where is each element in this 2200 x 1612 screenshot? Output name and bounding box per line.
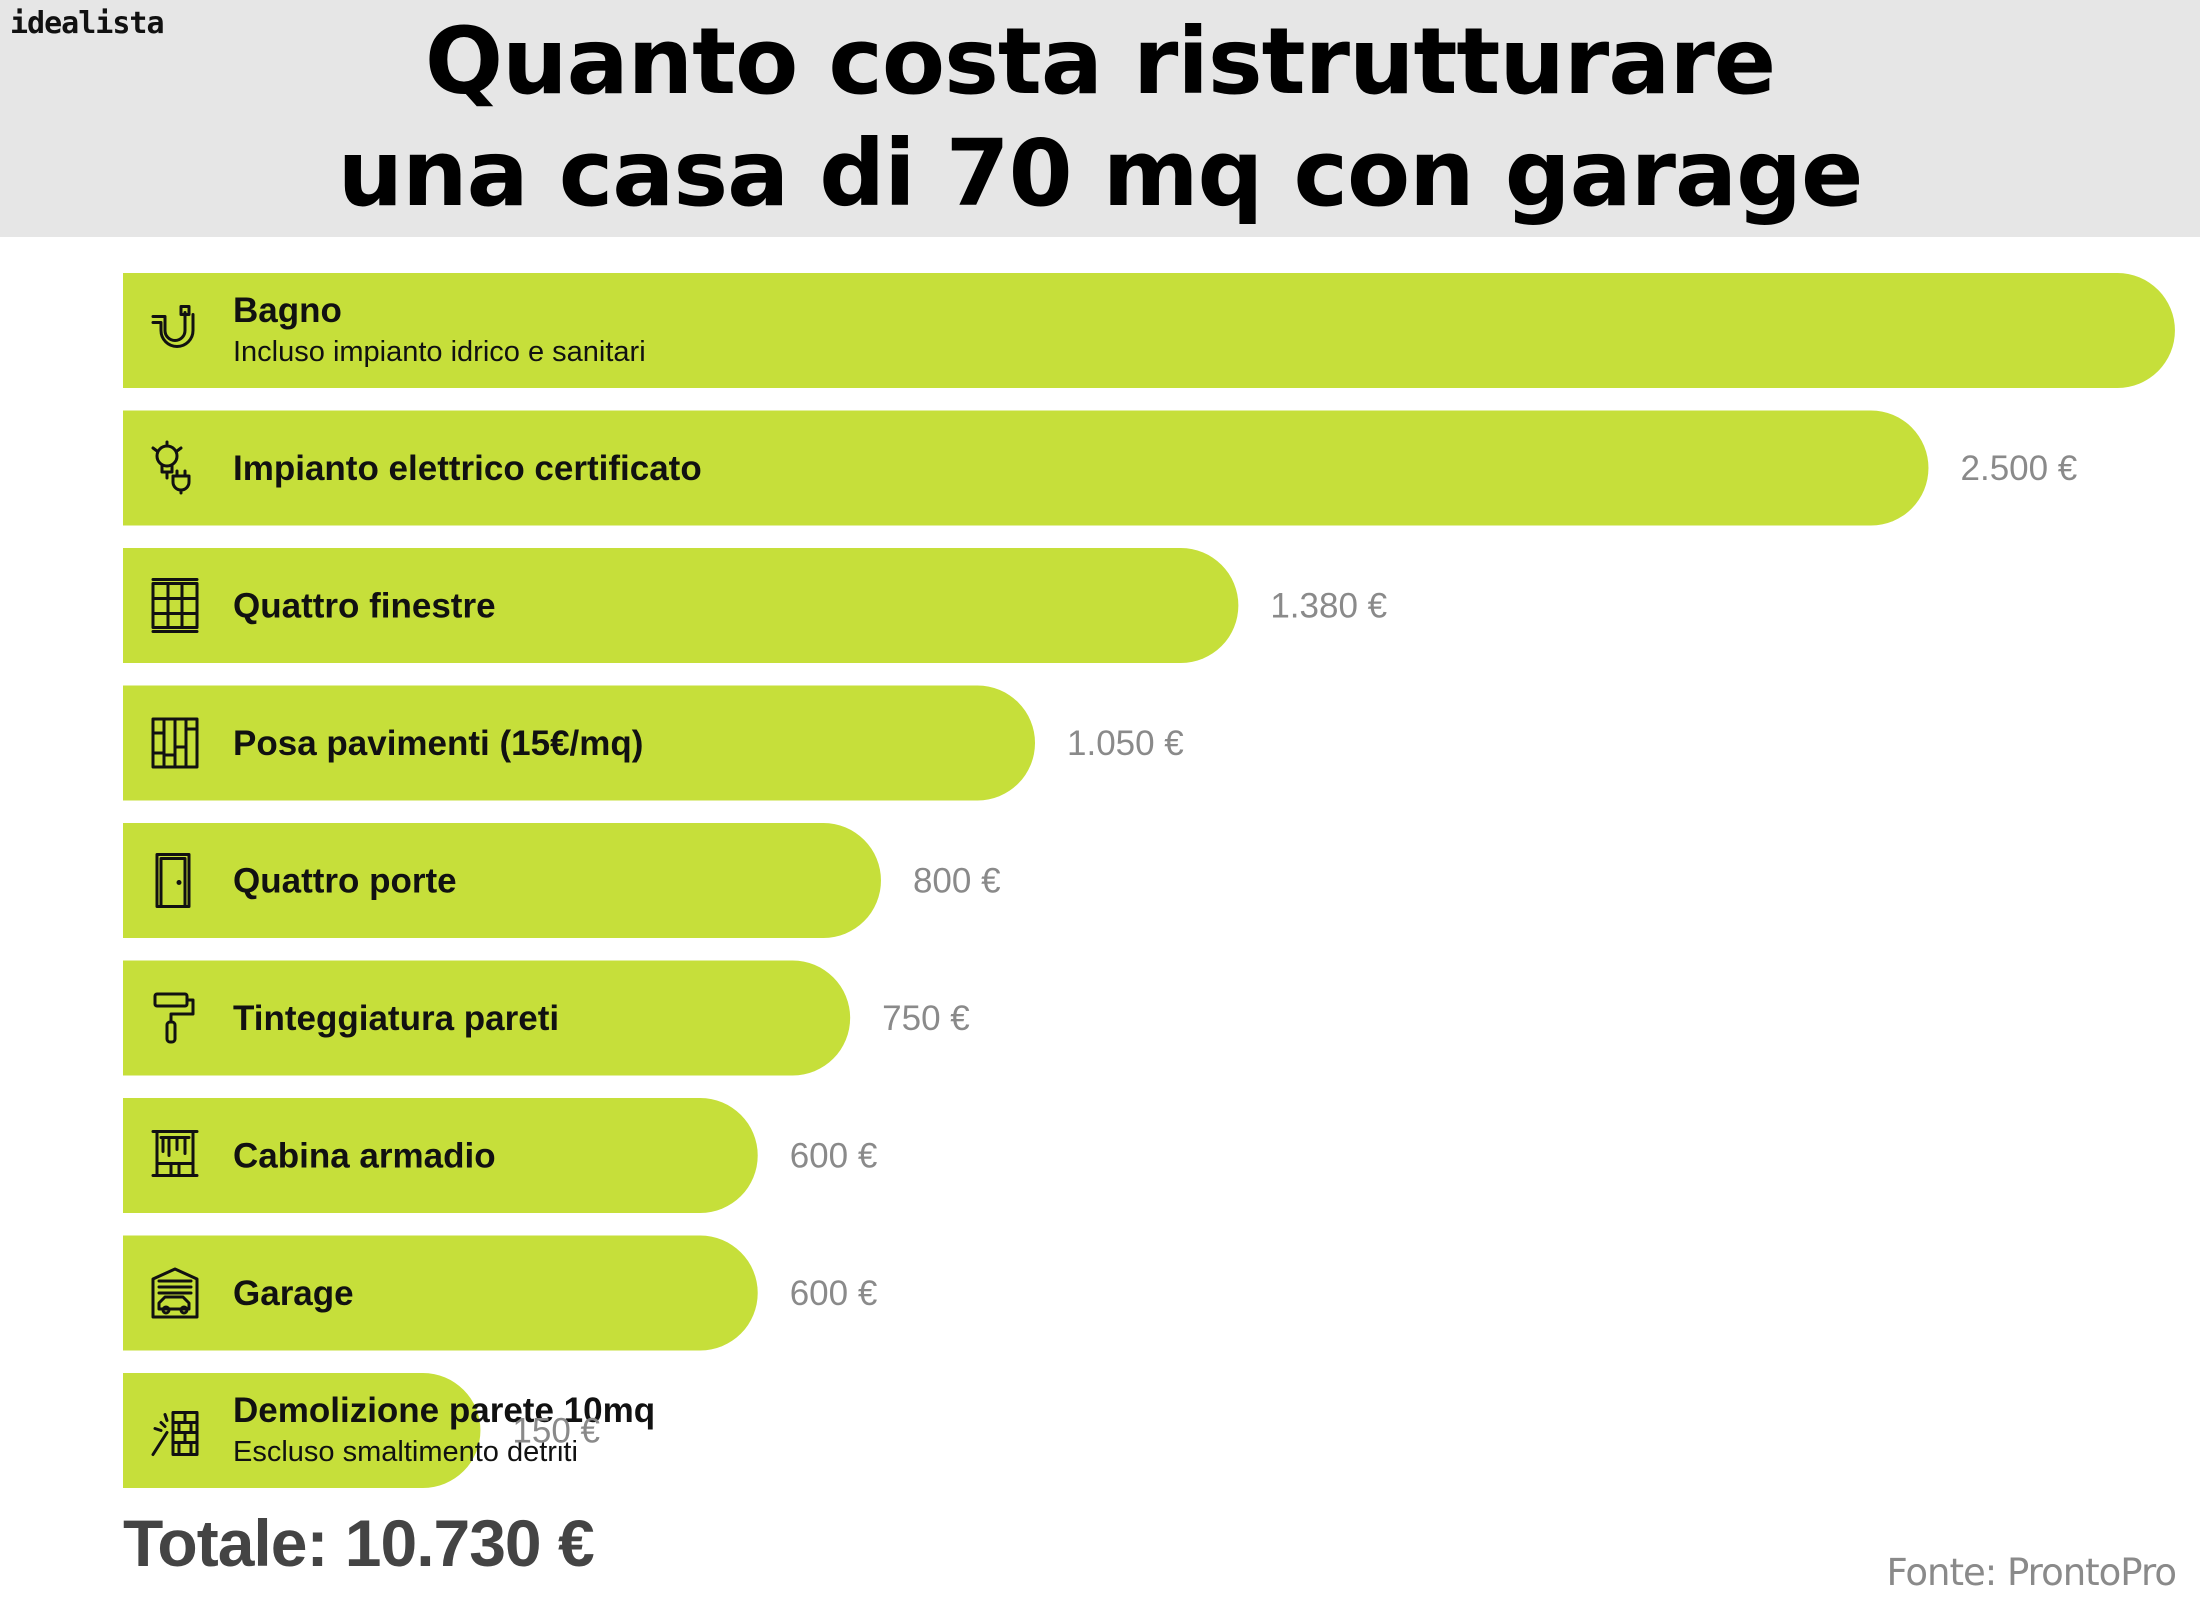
- bar: [123, 685, 1036, 801]
- bar-group: Garage 600 €: [123, 1235, 878, 1351]
- bar: [123, 1235, 758, 1351]
- bar-label: Demolizione parete 10mq: [233, 1391, 655, 1430]
- bar-chart: Bagno Incluso impianto idrico e sanitari 2…: [123, 273, 2175, 1488]
- bar: [123, 1098, 758, 1213]
- bar-group: Impianto elettrico certificato 2.500 €: [123, 410, 2078, 526]
- bar-value-label: 750 €: [882, 999, 970, 1038]
- paint-roller-icon: [153, 992, 195, 1044]
- bar: [123, 1373, 481, 1488]
- title-line-2: una casa di 70 mq con garage: [337, 120, 1864, 227]
- garage-car-icon: [151, 1267, 199, 1319]
- door-icon: [155, 853, 191, 908]
- bar-label: Tinteggiatura pareti: [233, 999, 559, 1038]
- wardrobe-icon: [151, 1130, 199, 1177]
- pipe-icon: [151, 305, 195, 348]
- bar-group: Tinteggiatura pareti 750 €: [123, 960, 970, 1076]
- bar: [123, 273, 2175, 388]
- source-label: Fonte: ProntoPro: [1886, 1551, 2177, 1594]
- demolition-wall-icon: [151, 1411, 199, 1456]
- bar: [123, 823, 881, 938]
- brand-logo: idealista: [10, 6, 165, 41]
- bar-group: Quattro finestre 1.380 €: [123, 548, 1387, 663]
- bar-label: Quattro porte: [233, 862, 457, 901]
- bar-label: Posa pavimenti (15€/mq): [233, 724, 643, 763]
- bar-label: Garage: [233, 1274, 354, 1313]
- bar-label: Quattro finestre: [233, 587, 496, 626]
- parquet-floor-icon: [151, 717, 199, 769]
- lightbulb-plug-icon: [151, 440, 191, 495]
- bar-value-label: 2.500 €: [1961, 449, 2078, 488]
- bar-label: Cabina armadio: [233, 1137, 496, 1176]
- header: idealista Quanto costa ristrutturare una…: [0, 0, 2200, 237]
- bar-group: Posa pavimenti (15€/mq) 1.050 €: [123, 685, 1184, 801]
- bar-sublabel: Incluso impianto idrico e sanitari: [233, 336, 646, 368]
- bar-value-label: 600 €: [790, 1137, 878, 1176]
- bar-group: Quattro porte 800 €: [123, 823, 1001, 938]
- title-line-1: Quanto costa ristrutturare: [424, 8, 1776, 115]
- page-title: Quanto costa ristrutturare una casa di 7…: [0, 6, 2200, 230]
- bar-label: Bagno: [233, 291, 342, 330]
- bar-value-label: 600 €: [790, 1274, 878, 1313]
- window-icon: [151, 578, 199, 633]
- bar-value-label: 1.050 €: [1067, 724, 1184, 763]
- bar: [123, 548, 1239, 663]
- bar-value-label: 800 €: [913, 862, 1001, 901]
- bar-group: Demolizione parete 10mq Escluso smaltimen…: [123, 1373, 655, 1488]
- bar-value-label: 150 €: [512, 1412, 600, 1451]
- bar-group: Cabina armadio 600 €: [123, 1098, 877, 1213]
- total-label: Totale: 10.730 €: [123, 1506, 595, 1580]
- bar-value-label: 1.380 €: [1270, 587, 1387, 626]
- bar: [123, 410, 1929, 526]
- bar-sublabel: Escluso smaltimento detriti: [233, 1436, 578, 1468]
- bar: [123, 960, 851, 1076]
- bar-label: Impianto elettrico certificato: [233, 449, 702, 488]
